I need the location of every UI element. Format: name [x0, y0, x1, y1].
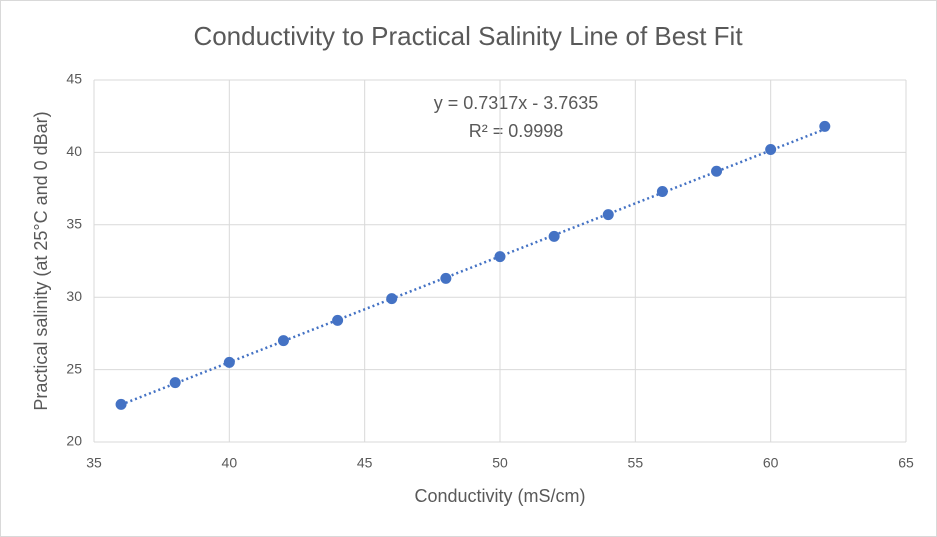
data-point	[386, 293, 398, 305]
data-point	[765, 144, 777, 156]
data-point	[494, 251, 506, 263]
trendline	[120, 128, 826, 406]
y-tick-label: 40	[66, 143, 82, 159]
data-point	[332, 314, 344, 326]
y-tick-label: 20	[66, 433, 82, 449]
x-axis-title: Conductivity (mS/cm)	[414, 486, 585, 506]
x-tick-label: 40	[222, 455, 238, 471]
y-axis-title: Practical salinity (at 25°C and 0 dBar)	[31, 111, 51, 410]
data-point	[711, 165, 723, 177]
data-point	[169, 377, 181, 389]
data-point	[115, 398, 127, 410]
y-tick-label: 30	[66, 288, 82, 304]
data-point	[223, 356, 235, 368]
chart-title: Conductivity to Practical Salinity Line …	[193, 21, 743, 51]
x-tick-label: 35	[86, 455, 102, 471]
y-tick-label: 45	[66, 71, 82, 87]
data-point	[548, 230, 560, 242]
trendline-equation: y = 0.7317x - 3.7635	[434, 93, 599, 113]
x-tick-label: 45	[357, 455, 373, 471]
y-tick-label: 25	[66, 360, 82, 376]
r-squared: R² = 0.9998	[469, 121, 564, 141]
x-tick-label: 50	[492, 455, 508, 471]
data-point	[440, 272, 452, 284]
y-tick-label: 35	[66, 216, 82, 232]
data-point	[819, 120, 831, 132]
x-tick-label: 65	[898, 455, 914, 471]
x-tick-label: 60	[763, 455, 779, 471]
data-point	[656, 185, 668, 197]
data-point	[602, 209, 614, 221]
data-point	[277, 335, 289, 347]
x-tick-label: 55	[628, 455, 644, 471]
